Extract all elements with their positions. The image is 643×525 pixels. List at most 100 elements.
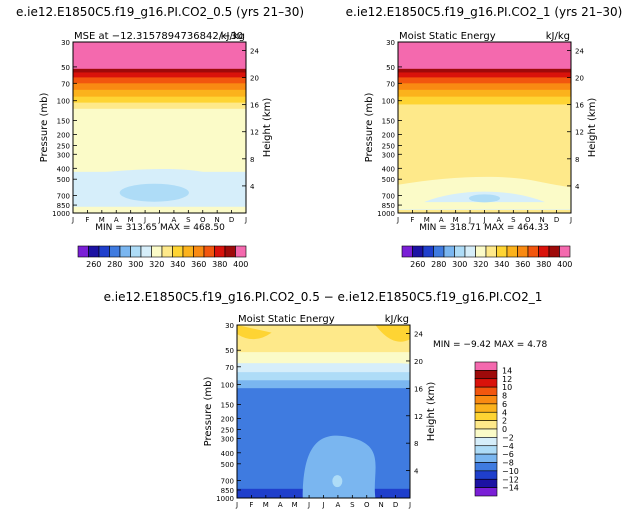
pressure-tick-label: 1000: [377, 210, 395, 218]
pressure-tick-label: 150: [382, 117, 395, 125]
month-tick-label: A: [336, 501, 341, 509]
colorbar-swatch: [109, 245, 121, 258]
contour-band: [73, 89, 246, 98]
height-tick-label: 16: [250, 102, 259, 110]
month-tick-label: J: [71, 216, 74, 224]
colorbar-swatch: [517, 245, 529, 258]
height-tick-label: 8: [414, 440, 418, 448]
month-tick-label: N: [540, 216, 545, 224]
contour-region: [375, 325, 410, 342]
colorbar-swatch: [474, 378, 498, 388]
month-tick-label: J: [321, 501, 324, 509]
colorbar-swatch: [474, 470, 498, 480]
colorbar-swatch: [140, 245, 152, 258]
colorbar-swatch: [464, 245, 476, 258]
colorbar-swatch: [214, 245, 226, 258]
pressure-tick-label: 300: [57, 151, 70, 159]
colorbar-swatch: [527, 245, 539, 258]
colorbar-swatch: [474, 370, 498, 380]
colorbar-label: 2: [502, 417, 507, 426]
colorbar-label: 380: [536, 260, 551, 269]
y2-axis-label: Height (km): [426, 382, 437, 442]
pressure-tick-label: 500: [221, 461, 234, 469]
month-tick-label: S: [511, 216, 516, 224]
height-tick-label: 24: [575, 47, 584, 55]
month-tick-label: N: [215, 216, 220, 224]
y-axis-label: Pressure (mb): [203, 377, 214, 447]
pressure-tick-label: 500: [57, 176, 70, 184]
pressure-tick-label: 70: [61, 80, 70, 88]
height-tick-label: 24: [414, 331, 423, 339]
contour-band: [73, 68, 246, 73]
pressure-tick-label: 30: [61, 39, 70, 47]
colorbar-swatch: [474, 478, 498, 488]
height-tick-label: 8: [575, 156, 579, 164]
colorbar-swatch: [88, 245, 100, 258]
colorbar-swatch: [172, 245, 184, 258]
colorbar-label: 380: [212, 260, 227, 269]
variable-label: MSE at −12.3157894736842/−30: [74, 31, 243, 42]
height-tick-label: 16: [575, 102, 584, 110]
colorbar-swatch: [474, 487, 498, 497]
month-tick-label: J: [396, 216, 399, 224]
contour-band: [73, 72, 246, 78]
stats-label: MIN = 318.71 MAX = 464.33: [419, 223, 549, 233]
contour-region: [73, 206, 246, 213]
month-tick-label: J: [244, 216, 247, 224]
colorbar-label: 320: [149, 260, 164, 269]
colorbar-label: 300: [128, 260, 143, 269]
colorbar-swatch: [475, 245, 487, 258]
pressure-tick-label: 400: [221, 450, 234, 458]
pressure-tick-label: 100: [57, 98, 70, 106]
pressure-tick-label: 30: [225, 322, 234, 330]
month-tick-label: F: [410, 216, 414, 224]
contour-band: [237, 372, 410, 381]
contour-region: [332, 475, 343, 488]
stats-label: MIN = 313.65 MAX = 468.50: [95, 223, 225, 233]
pressure-tick-label: 400: [57, 165, 70, 173]
colorbar-label: −8: [502, 459, 514, 468]
month-tick-label: O: [364, 501, 370, 509]
colorbar-label: 6: [502, 400, 507, 409]
colorbar-swatch: [130, 245, 142, 258]
month-tick-label: J: [143, 216, 146, 224]
contour-field: [398, 42, 571, 213]
month-tick-label: D: [393, 501, 398, 509]
contour-region: [302, 435, 376, 498]
colorbar-swatch: [474, 420, 498, 430]
month-tick-label: S: [186, 216, 191, 224]
pressure-tick-label: 150: [57, 117, 70, 125]
colorbar-label: −14: [502, 484, 519, 493]
colorbar-swatch: [77, 245, 89, 258]
colorbar-swatch: [412, 245, 424, 258]
colorbar-1: 260 280 300 320 340 360 380 400: [401, 245, 572, 269]
month-tick-label: J: [468, 216, 471, 224]
contour-band: [398, 68, 571, 73]
colorbar-label: 14: [502, 366, 512, 375]
colorbar-label: −10: [502, 467, 519, 476]
units-label: kJ/kg: [546, 31, 570, 42]
colorbar-swatch: [474, 386, 498, 396]
colorbar-swatch: [182, 245, 194, 258]
pressure-tick-label: 700: [221, 477, 234, 485]
colorbar-swatch: [119, 245, 131, 258]
colorbar-label: 0: [502, 425, 507, 434]
colorbar-swatch: [474, 428, 498, 438]
chart-title: e.ie12.E1850C5.f19_g16.PI.CO2_1 (yrs 21–…: [346, 5, 623, 19]
month-tick-label: F: [249, 501, 253, 509]
pressure-tick-label: 200: [221, 416, 234, 424]
month-tick-label: O: [525, 216, 531, 224]
colorbar-label: 260: [410, 260, 425, 269]
contour-band: [398, 72, 571, 78]
panel-2: 3050701001502002503004005007008501000481…: [104, 290, 543, 509]
colorbar-swatch: [161, 245, 173, 258]
month-tick-label: D: [229, 216, 234, 224]
colorbar-swatch: [454, 245, 466, 258]
height-tick-label: 4: [414, 468, 419, 476]
colorbar-label: 8: [502, 392, 507, 401]
y2-axis-label: Height (km): [262, 98, 273, 158]
height-tick-label: 4: [575, 183, 580, 191]
colorbar-swatch: [235, 245, 247, 258]
contour-region: [468, 194, 501, 203]
colorbar-label: −12: [502, 475, 519, 484]
